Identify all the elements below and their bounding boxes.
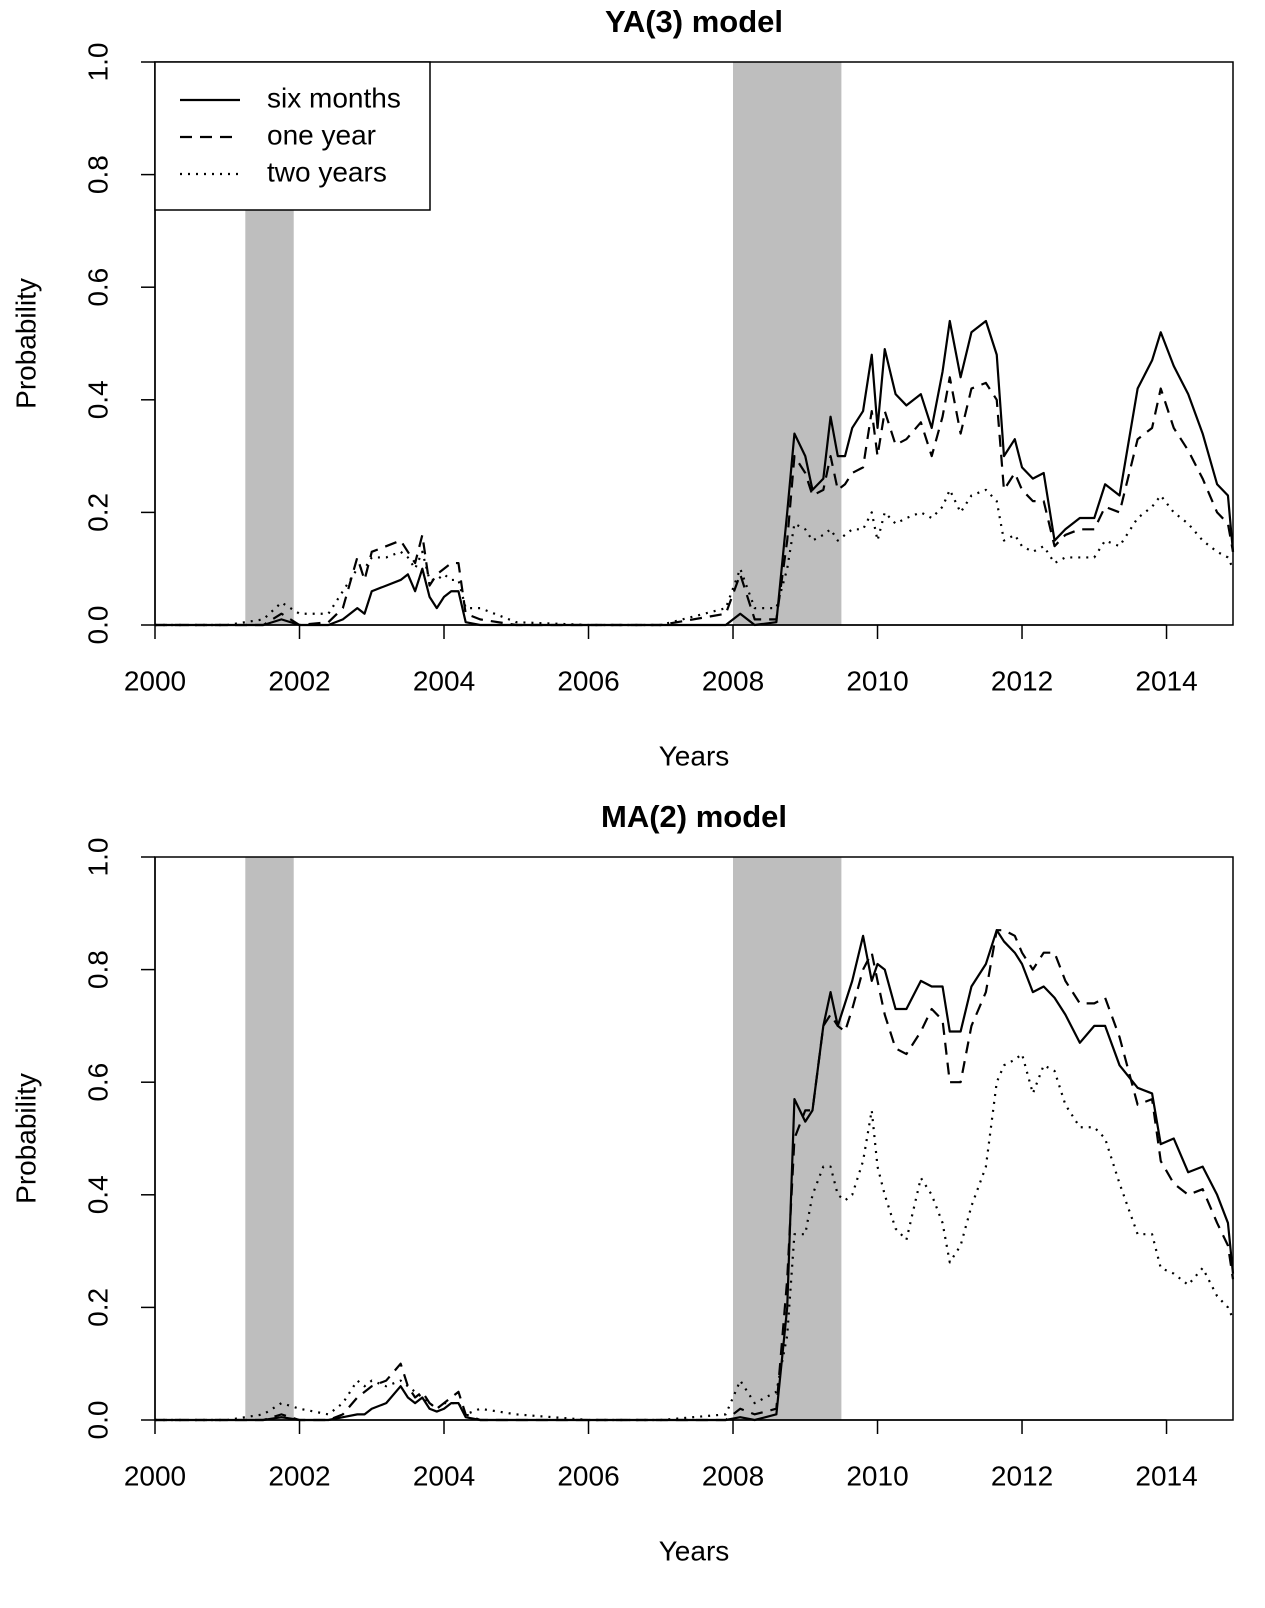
y-tick-label: 0.4 xyxy=(82,380,113,419)
x-tick-label: 2006 xyxy=(557,1460,619,1491)
x-axis-label: Years xyxy=(659,1535,730,1566)
plot-frame xyxy=(154,856,1234,1421)
shaded-region xyxy=(245,857,294,1420)
series-line xyxy=(155,488,1235,627)
x-tick-label: 2008 xyxy=(702,1460,764,1491)
x-tick-label: 2008 xyxy=(702,665,764,696)
legend-label: six months xyxy=(267,82,401,113)
shaded-region xyxy=(733,857,842,1420)
x-tick-label: 2014 xyxy=(1135,1460,1197,1491)
x-tick-label: 2010 xyxy=(846,665,908,696)
y-tick-label: 1.0 xyxy=(82,838,113,877)
x-tick-label: 2014 xyxy=(1135,665,1197,696)
x-tick-label: 2000 xyxy=(124,1460,186,1491)
y-tick-label: 0.2 xyxy=(82,493,113,532)
y-tick-label: 0.6 xyxy=(82,268,113,307)
chart-panel: 2000 2002 2004 2006 2008 2010 2012 2014 0.0 0.2 0.… xyxy=(10,799,1235,1566)
x-tick-label: 2004 xyxy=(413,1460,475,1491)
x-tick-label: 2006 xyxy=(557,665,619,696)
series-line xyxy=(155,929,1235,1422)
x-tick-label: 2012 xyxy=(991,1460,1053,1491)
y-tick-label: 0.0 xyxy=(82,606,113,645)
x-tick-label: 2000 xyxy=(124,665,186,696)
x-axis-label: Years xyxy=(659,740,730,771)
legend-label: one year xyxy=(267,119,376,150)
x-tick-label: 2012 xyxy=(991,665,1053,696)
legend: six months one year two years xyxy=(154,61,431,211)
x-tick-label: 2002 xyxy=(268,665,330,696)
x-tick-label: 2010 xyxy=(846,1460,908,1491)
x-tick-label: 2002 xyxy=(268,1460,330,1491)
chart-panel: 2000 2002 2004 2006 2008 2010 2012 2014 0.0 0.2 0.… xyxy=(10,4,1235,771)
y-axis-label: Probability xyxy=(10,278,41,409)
legend-label: two years xyxy=(267,156,387,187)
y-tick-label: 0.6 xyxy=(82,1063,113,1102)
shaded-region xyxy=(733,62,842,625)
chart-title: MA(2) model xyxy=(601,799,787,834)
series-line xyxy=(155,929,1235,1422)
y-axis-label: Probability xyxy=(10,1073,41,1204)
series-line xyxy=(155,376,1235,627)
y-tick-label: 0.0 xyxy=(82,1401,113,1440)
y-tick-label: 0.4 xyxy=(82,1175,113,1214)
y-tick-label: 0.8 xyxy=(82,950,113,989)
y-tick-label: 0.2 xyxy=(82,1288,113,1327)
y-tick-label: 0.8 xyxy=(82,155,113,194)
series-line xyxy=(155,1052,1235,1422)
x-tick-label: 2004 xyxy=(413,665,475,696)
y-tick-label: 1.0 xyxy=(82,43,113,82)
series-line xyxy=(155,319,1235,627)
chart-title: YA(3) model xyxy=(605,4,783,39)
